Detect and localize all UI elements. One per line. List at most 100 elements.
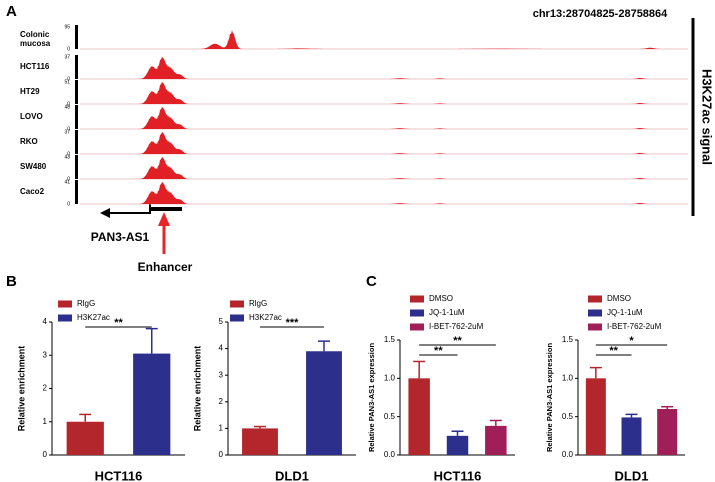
legend-label: DMSO	[607, 294, 631, 303]
y-tick-label: 3	[43, 350, 48, 359]
track-label-box: HT29	[20, 87, 40, 96]
y-tick-label: 0.0	[384, 450, 396, 459]
enhancer-label: Enhancer	[138, 260, 193, 274]
x-axis-label: DLD1	[615, 468, 649, 482]
track-tick-label: 41	[64, 179, 70, 185]
bar	[242, 428, 278, 455]
y-tick-label: 0.0	[562, 450, 574, 459]
track-axis	[75, 105, 78, 129]
y-tick-label: 4	[219, 344, 224, 353]
legend-label: DMSO	[429, 294, 453, 303]
bar	[585, 378, 606, 455]
y-tick-label: 0.5	[384, 412, 396, 421]
locus-title: chr13:28704825-28758864	[533, 8, 668, 20]
y-axis-label: Relative enrichment	[16, 346, 26, 432]
legend-swatch	[230, 300, 244, 308]
track-tick-label: 37	[64, 129, 70, 135]
track-tick-label: 51	[64, 79, 70, 85]
track-tick-label: 0	[67, 201, 70, 207]
legend-label: RlgG	[77, 299, 95, 308]
legend-swatch	[410, 295, 424, 303]
bar	[657, 409, 678, 455]
significance-label: ***	[286, 317, 300, 329]
track-tick-label: 0	[67, 176, 70, 182]
track-label: Caco2	[20, 187, 45, 196]
y-tick-label: 0.5	[562, 412, 574, 421]
signal-track	[80, 57, 688, 79]
legend-label: H3K27ac	[77, 313, 110, 322]
track-label-box: HCT116	[20, 62, 50, 71]
track-axis	[75, 55, 78, 79]
track-y-label: H3K27ac signal	[700, 69, 715, 165]
significance-label: **	[609, 345, 618, 357]
gene-label: PAN3-AS1	[91, 230, 150, 244]
track-tick-label: 0	[67, 151, 70, 157]
signal-track	[80, 182, 688, 204]
y-tick-label: 3	[219, 370, 224, 379]
track-label: SW480	[20, 162, 47, 171]
legend-swatch	[410, 323, 424, 331]
track-label-box: LOVO	[20, 112, 43, 121]
track-label: Colonic mucosa	[20, 30, 51, 48]
gene-arrow	[108, 198, 151, 214]
track-tick-label: 43	[64, 154, 70, 160]
y-tick-label: 1.5	[384, 335, 396, 344]
enhancer-region	[150, 207, 182, 211]
bar	[446, 435, 469, 455]
panel-label: B	[6, 273, 17, 290]
track-label-box: Colonic mucosa	[20, 30, 51, 48]
panel-label: C	[366, 273, 377, 290]
track-axis	[75, 155, 78, 179]
signal-track	[80, 107, 688, 129]
signal-track	[80, 82, 688, 104]
track-axis	[75, 130, 78, 154]
track-label-box: SW480	[20, 162, 47, 171]
track-tick-label: 0	[67, 101, 70, 107]
legend-swatch	[588, 309, 602, 317]
y-tick-label: 0	[219, 450, 224, 459]
signal-track	[80, 30, 688, 49]
bar	[485, 425, 507, 455]
enhancer-arrow-head	[158, 212, 170, 226]
legend-label: I-BET-762-2uM	[607, 322, 662, 331]
y-tick-label: 1.0	[384, 373, 396, 382]
track-label: HT29	[20, 87, 40, 96]
gene-arrow-head	[100, 208, 110, 218]
legend-swatch	[410, 309, 424, 317]
track-tick-label: 0	[67, 46, 70, 52]
y-tick-label: 1	[43, 417, 48, 426]
track-axis	[75, 180, 78, 204]
y-tick-label: 1	[219, 424, 224, 433]
panel-label: A	[6, 3, 17, 20]
track-label-box: Caco2	[20, 187, 45, 196]
y-tick-label: 2	[219, 397, 224, 406]
y-tick-label: 1.5	[562, 335, 574, 344]
legend-label: I-BET-762-2uM	[429, 322, 484, 331]
track-label: LOVO	[20, 112, 43, 121]
track-label-box: RKO	[20, 137, 38, 146]
y-axis-label: Relative PAN3-AS1 expression	[545, 343, 554, 452]
track-tick-label: 0	[67, 126, 70, 132]
track-axis	[75, 25, 78, 49]
x-axis-label: HCT116	[95, 468, 143, 482]
y-tick-label: 4	[43, 317, 48, 326]
track-label: RKO	[20, 137, 38, 146]
legend-swatch	[58, 314, 72, 322]
bar	[133, 353, 171, 455]
track-label: HCT116	[20, 62, 50, 71]
track-axis	[75, 80, 78, 104]
bar	[306, 351, 342, 455]
x-axis-label: HCT116	[434, 468, 482, 482]
significance-label: **	[114, 317, 123, 329]
bar	[621, 417, 642, 455]
y-axis-label: Relative enrichment	[192, 346, 202, 432]
bar	[408, 378, 430, 455]
significance-label: *	[629, 335, 634, 347]
legend-swatch	[588, 295, 602, 303]
y-tick-label: 5	[219, 317, 224, 326]
signal-track	[80, 132, 688, 154]
y-axis-label: Relative PAN3-AS1 expression	[367, 343, 376, 452]
significance-label: **	[453, 335, 462, 347]
